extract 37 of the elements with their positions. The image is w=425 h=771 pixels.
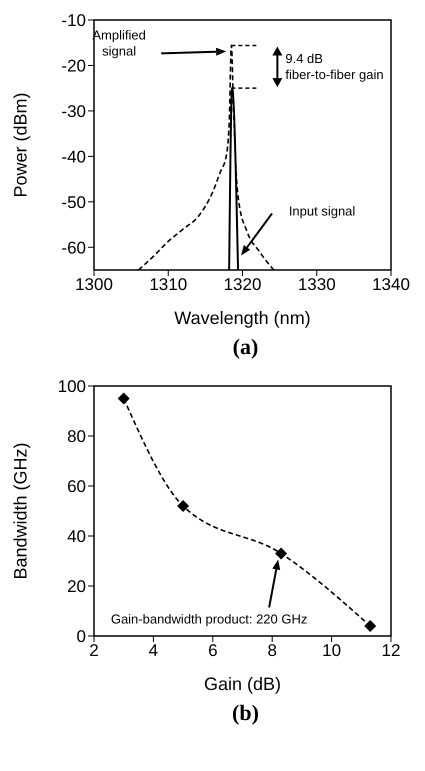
x-tick-label: 2 bbox=[89, 641, 99, 660]
y-tick-label: 20 bbox=[67, 577, 86, 596]
line-series bbox=[138, 44, 274, 270]
y-tick-label: -10 bbox=[61, 11, 86, 30]
text: (a) bbox=[232, 334, 260, 360]
y-axis-title: Bandwidth (GHz) bbox=[10, 442, 30, 580]
x-tick-label: 8 bbox=[267, 641, 277, 660]
x-axis-title: Gain (dB) bbox=[204, 674, 282, 694]
point bbox=[275, 548, 288, 560]
y-tick-label: 60 bbox=[67, 477, 86, 496]
y-tick-label: 100 bbox=[58, 377, 86, 396]
x-tick-label: 1310 bbox=[149, 275, 188, 294]
y-tick-label: 0 bbox=[76, 627, 86, 646]
y-tick-label: -30 bbox=[61, 102, 86, 121]
point bbox=[364, 620, 376, 632]
y-tick-label: -60 bbox=[61, 238, 86, 258]
annotation: 9.4 dB fiber-to-fiber gain bbox=[285, 50, 384, 82]
point bbox=[118, 392, 130, 404]
y-tick-label: 80 bbox=[67, 427, 86, 446]
x-tick-label: 1320 bbox=[224, 275, 262, 294]
y-axis-title: Power (dBm) bbox=[10, 92, 30, 198]
y-tick-label: -20 bbox=[61, 56, 86, 76]
annotation: Gain-bandwidth product: 220 GHz bbox=[110, 612, 308, 626]
x-tick-label: 10 bbox=[322, 641, 342, 660]
x-axis-title: Wavelength (nm) bbox=[174, 308, 311, 328]
y-tick-label: -50 bbox=[61, 192, 86, 212]
y-tick-label: -40 bbox=[61, 147, 86, 166]
x-tick-label: 1330 bbox=[298, 275, 336, 294]
y-tick-label: 40 bbox=[67, 527, 86, 546]
x-tick-label: 1340 bbox=[372, 275, 410, 294]
x-tick-label: 4 bbox=[148, 641, 158, 660]
x-tick-label: 12 bbox=[382, 641, 400, 660]
x-tick-label: 6 bbox=[208, 641, 218, 660]
annotation: Input signal bbox=[288, 203, 356, 218]
text: (b) bbox=[231, 700, 260, 726]
point bbox=[177, 500, 190, 512]
x-tick-label: 1300 bbox=[75, 275, 113, 294]
